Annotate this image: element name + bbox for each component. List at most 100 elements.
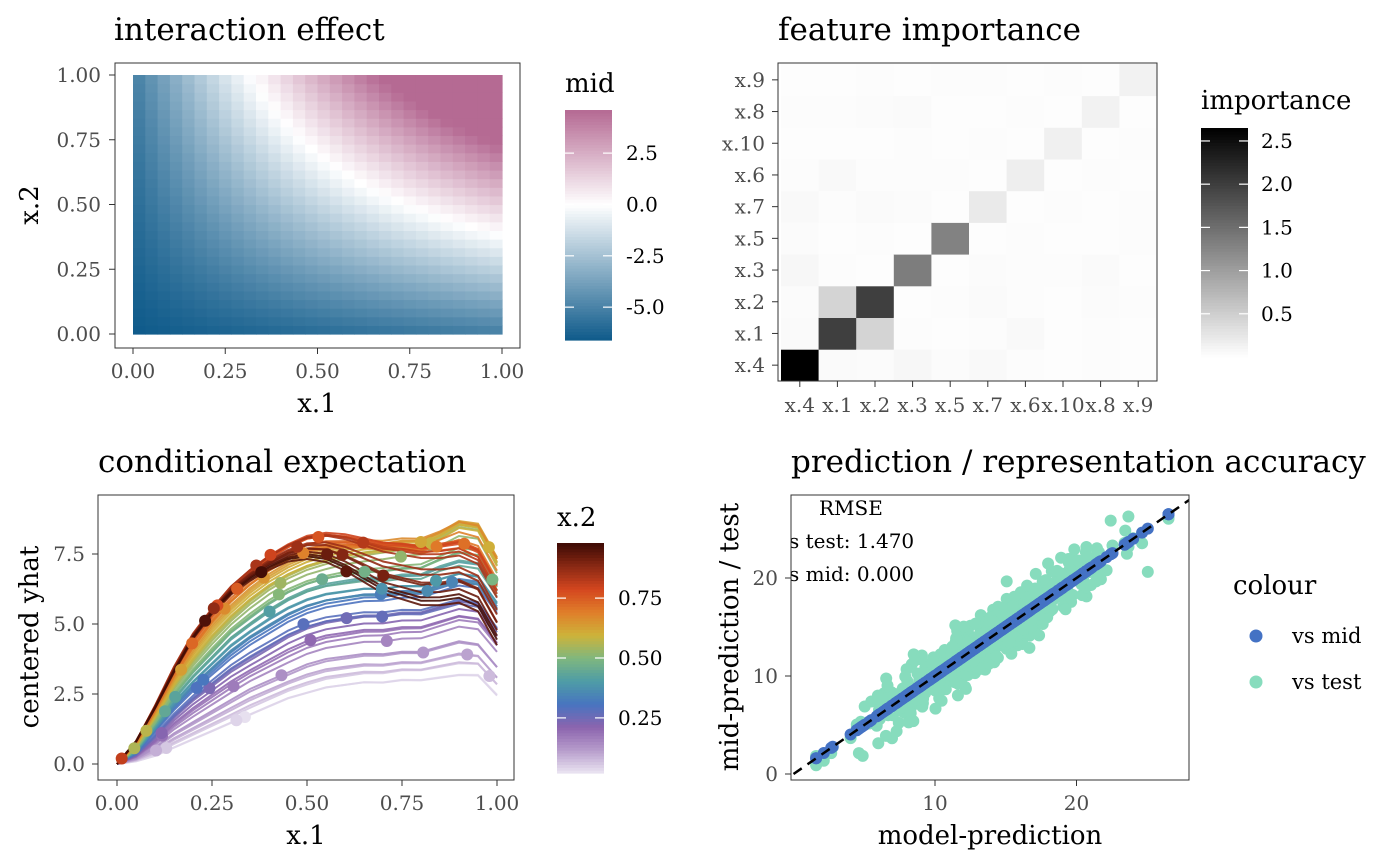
heatmap-tile (329, 100, 343, 111)
heatmap-tile (243, 308, 257, 318)
heatmap-tile (391, 144, 405, 154)
heatmap-tile (169, 178, 183, 188)
heatmap-tile (280, 290, 294, 301)
heatmap-tile (317, 92, 331, 102)
colorbar-segment (565, 158, 612, 163)
heatmap-tile (489, 178, 503, 188)
heatmap-tile (1006, 64, 1045, 97)
colorbar-segment (565, 319, 612, 324)
heatmap-tile (489, 256, 503, 266)
heatmap-tile (133, 290, 146, 301)
heatmap-tile (452, 290, 466, 301)
colorbar-segment (557, 560, 604, 564)
heatmap-tile (317, 316, 331, 326)
heatmap-tile (415, 221, 429, 231)
heatmap-tile (893, 159, 932, 192)
heatmap-tile (182, 213, 196, 223)
heatmap-tile (781, 159, 819, 192)
heatmap-tile (489, 325, 503, 335)
heatmap-tile (415, 83, 429, 93)
colorbar-segment (1201, 193, 1248, 198)
heatmap-tile (268, 161, 282, 171)
heatmap-tile (931, 317, 970, 350)
colorbar-segment (565, 233, 612, 238)
colorbar-segment (557, 770, 604, 774)
heatmap-tile (440, 273, 454, 283)
heatmap-tile (206, 221, 220, 231)
colorbar-segment (1201, 139, 1248, 143)
heatmap-tile (292, 264, 306, 275)
colorbar-label: 1.0 (1261, 259, 1293, 283)
heatmap-tile (818, 95, 857, 128)
colorbar-segment (565, 156, 612, 160)
heatmap-tile (403, 92, 417, 102)
heatmap-tile (268, 92, 282, 102)
heatmap-tile (366, 316, 380, 326)
heatmap-tile (354, 325, 368, 335)
heatmap-tile (194, 75, 208, 85)
colorbar-segment (1201, 331, 1248, 335)
heatmap-tile (169, 213, 183, 223)
ice-curve (116, 661, 498, 765)
heatmap-tile (403, 204, 417, 214)
heatmap-tile (1119, 127, 1158, 160)
heatmap-tile (1119, 64, 1158, 97)
colorbar-segment (557, 632, 604, 636)
heatmap-tile (256, 118, 269, 128)
heatmap-tile (452, 83, 466, 93)
heatmap-tile (317, 299, 331, 309)
heatmap-tile (342, 299, 355, 309)
heatmap-tile (440, 204, 454, 214)
heatmap-tile (489, 144, 503, 154)
heatmap-tile (243, 169, 257, 180)
heatmap-tile (317, 282, 331, 292)
colorbar-segment (1201, 153, 1248, 158)
heatmap-tile (1006, 190, 1045, 223)
point-vs-test (872, 737, 885, 750)
heatmap-tile (231, 316, 245, 326)
colorbar-legend: 0.25 0.50 0.75 (557, 543, 663, 774)
heatmap-tile (169, 144, 183, 154)
heatmap-tile (231, 161, 245, 171)
heatmap-tile (366, 144, 380, 154)
heatmap-tile (305, 239, 319, 249)
colorbar-segment (1201, 256, 1248, 261)
heatmap-tile (931, 190, 970, 223)
heatmap-tile (169, 299, 183, 309)
point-vs-test (902, 716, 915, 729)
heatmap-tile (781, 222, 819, 255)
colorbar-segment (1201, 228, 1248, 232)
heatmap-tile (342, 187, 355, 197)
colorbar-segment (557, 744, 604, 748)
heatmap-tile (243, 239, 257, 249)
heatmap-tile (305, 195, 319, 206)
heatmap-tile (489, 118, 503, 128)
heatmap-tile (169, 135, 183, 145)
heatmap-tile (317, 109, 331, 119)
colorbar-segment (565, 230, 612, 235)
colorbar-segment (1201, 322, 1248, 327)
identity-reference-line (792, 498, 1189, 776)
heatmap-tile (452, 92, 466, 102)
heatmap-tile (317, 118, 331, 128)
heatmap-tile (231, 239, 245, 249)
heatmap-tile (391, 100, 405, 111)
point-vs-test (890, 725, 903, 738)
colorbar-segment (557, 629, 604, 633)
colorbar-segment (1201, 233, 1248, 238)
heatmap-tile (477, 264, 491, 275)
colorbar-segment (1201, 259, 1248, 264)
colorbar-segment (557, 758, 604, 763)
y-tick-label: x.1 (735, 321, 765, 345)
heatmap-tile (391, 256, 405, 266)
heatmap-tile (317, 308, 331, 318)
heatmap-tile (1119, 254, 1158, 287)
colorbar-segment (1201, 296, 1248, 301)
heatmap-tile (354, 256, 368, 266)
colorbar-segment (557, 589, 604, 593)
observation-point (458, 537, 471, 550)
observation-point (340, 565, 353, 578)
colorbar-segment (1201, 325, 1248, 329)
heatmap-tile (1119, 349, 1158, 382)
heatmap-tile (1044, 190, 1083, 223)
